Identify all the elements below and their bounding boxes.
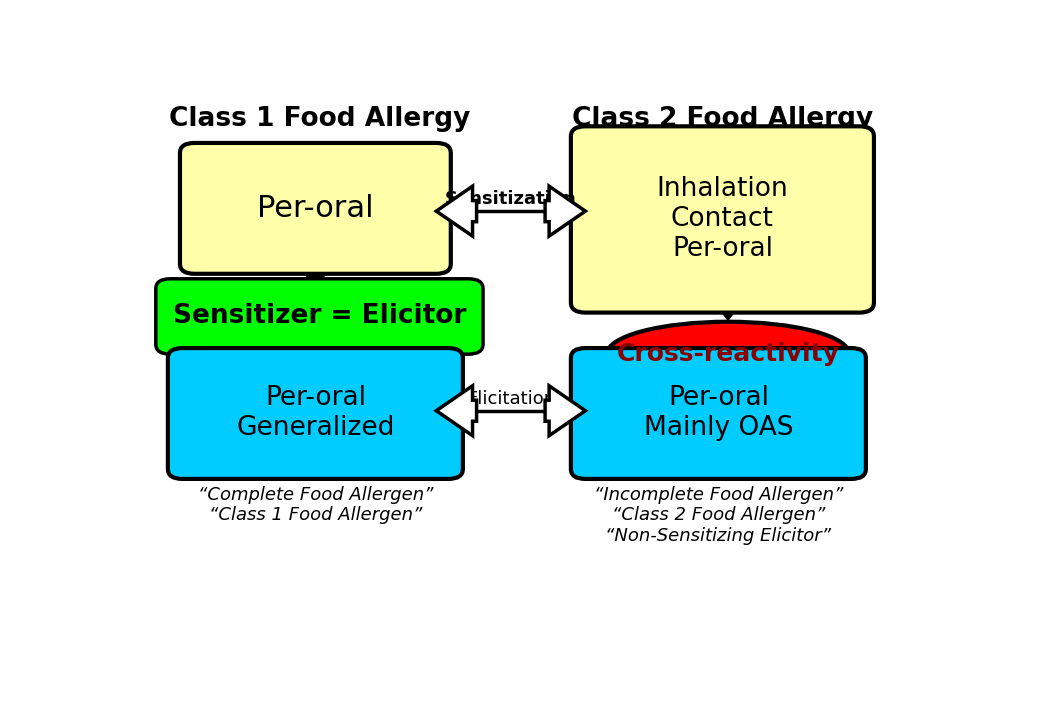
FancyBboxPatch shape xyxy=(167,348,463,479)
Ellipse shape xyxy=(607,322,849,385)
Text: Class 1 Food Allergy: Class 1 Food Allergy xyxy=(168,106,470,132)
FancyBboxPatch shape xyxy=(180,143,450,274)
Text: Class 2 Food Allergy: Class 2 Food Allergy xyxy=(572,106,873,132)
Polygon shape xyxy=(294,328,336,355)
Text: Per-oral
Generalized: Per-oral Generalized xyxy=(236,385,394,441)
FancyBboxPatch shape xyxy=(571,126,874,312)
Text: “Complete Food Allergen”
“Class 1 Food Allergen”: “Complete Food Allergen” “Class 1 Food A… xyxy=(198,485,433,524)
Polygon shape xyxy=(437,186,476,236)
Text: Per-oral
Mainly OAS: Per-oral Mainly OAS xyxy=(644,385,794,441)
Text: Inhalation
Contact
Per-oral: Inhalation Contact Per-oral xyxy=(656,176,788,263)
Text: “Incomplete Food Allergen”
“Class 2 Food Allergen”
“Non-Sensitizing Elicitor”: “Incomplete Food Allergen” “Class 2 Food… xyxy=(594,485,843,545)
FancyBboxPatch shape xyxy=(571,348,866,479)
Text: Sensitizer = Elicitor: Sensitizer = Elicitor xyxy=(173,303,466,330)
FancyBboxPatch shape xyxy=(156,279,483,354)
Polygon shape xyxy=(707,292,749,319)
Text: Per-oral: Per-oral xyxy=(257,194,373,223)
Polygon shape xyxy=(545,386,586,436)
Polygon shape xyxy=(707,328,749,385)
Text: Elicitation: Elicitation xyxy=(466,390,555,408)
Text: Sensitization: Sensitization xyxy=(445,190,577,208)
Polygon shape xyxy=(294,259,336,286)
Polygon shape xyxy=(437,386,476,436)
Text: Cross-reactivity: Cross-reactivity xyxy=(617,341,839,366)
Polygon shape xyxy=(545,186,586,236)
